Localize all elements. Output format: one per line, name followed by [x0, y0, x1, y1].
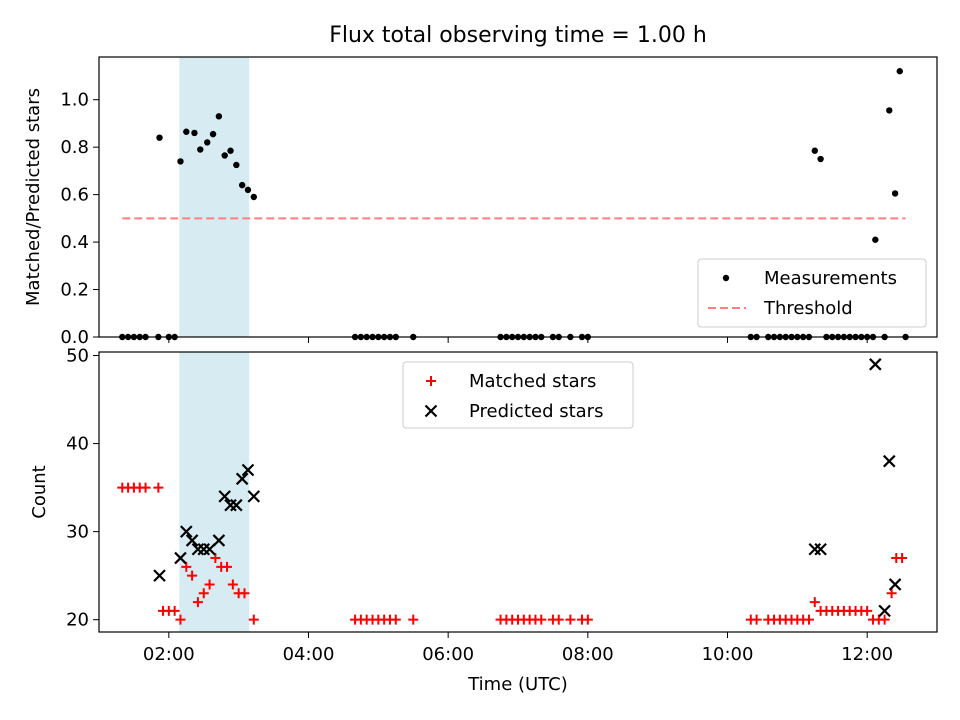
bottom-matched-point [248, 614, 259, 625]
bottom-x-tick-label: 08:00 [562, 644, 614, 665]
top-point [250, 193, 257, 201]
bottom-matched-point [553, 614, 564, 625]
bottom-predicted-point [235, 472, 249, 486]
bottom-panel: 20 30 40 50 02:00 04:00 06:00 08:00 10:00 12:00 Ma… [66, 346, 938, 665]
bottom-legend-predicted-swatch [424, 404, 438, 418]
bottom-matched-point [153, 482, 164, 493]
bottom-legend [402, 361, 634, 429]
top-y-tick-label: 0.6 [60, 185, 89, 206]
bottom-x-tick-label: 06:00 [422, 644, 474, 665]
top-point [209, 130, 217, 138]
bottom-predicted-point [212, 534, 226, 547]
bottom-predicted-point [808, 542, 822, 556]
bottom-y-axis-label: Count [29, 465, 50, 518]
bottom-predicted-point [174, 551, 187, 565]
bottom-predicted-point [878, 604, 891, 618]
bottom-predicted-point [814, 542, 827, 556]
bottom-matched-point [803, 614, 814, 625]
top-point [238, 181, 246, 189]
top-point [215, 113, 223, 120]
bottom-y-tick-label: 30 [66, 522, 89, 543]
top-y-tick-label: 0.0 [60, 327, 89, 348]
bottom-predicted-point [247, 490, 261, 503]
top-legend-measurement-swatch [722, 274, 730, 282]
top-point [221, 152, 228, 159]
bottom-matched-point [204, 579, 215, 590]
top-legend-label: Measurements [764, 268, 897, 289]
bottom-matched-point [222, 561, 233, 572]
top-point [227, 147, 234, 154]
bottom-matched-point [862, 605, 873, 616]
bottom-y-tick-label: 50 [66, 346, 89, 367]
bottom-predicted-point [218, 490, 231, 503]
top-axes-frame [98, 56, 938, 338]
bottom-x-tick-label: 10:00 [702, 644, 754, 665]
bottom-matched-point [565, 614, 576, 625]
top-panel: 0.0 0.2 0.4 0.6 0.8 1.0 Measurements Threshold [60, 56, 938, 348]
chart-title: Flux total observing time = 1.00 h [329, 23, 707, 48]
top-point [156, 134, 163, 141]
bottom-legend-matched-swatch [426, 376, 436, 386]
bottom-predicted-point [241, 463, 255, 477]
top-point [811, 147, 818, 154]
bottom-matched-point [187, 570, 198, 581]
top-highlight-span [179, 57, 250, 337]
bottom-matched-point [408, 614, 419, 625]
bottom-predicted-point [180, 525, 193, 538]
x-axis-label: Time (UTC) [467, 674, 568, 695]
top-point [891, 190, 899, 197]
bottom-matched-point [809, 597, 820, 608]
bottom-x-tick-label: 04:00 [283, 644, 335, 665]
bottom-matched-point [239, 588, 250, 599]
top-point [886, 107, 893, 114]
bottom-matched-point [210, 553, 221, 564]
bottom-matched-point [390, 614, 401, 625]
bottom-matched-point [169, 605, 180, 616]
bottom-legend-label: Matched stars [469, 371, 596, 392]
top-point [817, 155, 824, 163]
bottom-matched-point [879, 614, 890, 625]
bottom-matched-point [227, 579, 238, 590]
bottom-x-tick-label: 12:00 [841, 644, 893, 665]
bottom-predicted-point [888, 578, 902, 591]
top-point [197, 146, 204, 153]
bottom-matched-point [198, 588, 209, 599]
bottom-matched-point [751, 614, 762, 625]
top-point [244, 186, 252, 194]
top-point [233, 161, 240, 169]
bottom-predicted-point [185, 534, 199, 547]
top-point [191, 129, 198, 137]
bottom-y-tick-label: 20 [66, 610, 89, 631]
bottom-matched-point [192, 597, 203, 608]
top-legend [697, 258, 927, 328]
bottom-legend-label: Predicted stars [469, 401, 603, 422]
bottom-axes-frame [98, 351, 938, 633]
bottom-matched-point [897, 553, 908, 564]
bottom-predicted-point [869, 358, 882, 371]
top-point [177, 158, 184, 165]
bottom-predicted-point [883, 454, 896, 468]
bottom-matched-point [175, 614, 186, 625]
bottom-matched-point [181, 561, 192, 572]
top-y-tick-label: 0.8 [60, 137, 89, 158]
bottom-matched-point [536, 614, 547, 625]
top-point [872, 236, 879, 243]
bottom-matched-point [582, 614, 593, 625]
top-point [183, 128, 190, 135]
top-y-tick-label: 0.4 [60, 232, 89, 253]
bottom-matched-point [140, 482, 151, 493]
top-y-axis-label: Matched/Predicted stars [23, 88, 44, 306]
top-y-tick-label: 0.2 [60, 280, 89, 301]
bottom-y-tick-label: 40 [66, 434, 89, 455]
top-point [204, 139, 211, 146]
top-y-tick-label: 1.0 [60, 90, 89, 111]
bottom-predicted-point [153, 569, 166, 582]
bottom-matched-point [886, 588, 897, 599]
bottom-predicted-point [230, 498, 243, 512]
top-point [896, 68, 903, 75]
bottom-x-tick-label: 02:00 [143, 644, 195, 665]
top-legend-label: Threshold [763, 298, 853, 319]
